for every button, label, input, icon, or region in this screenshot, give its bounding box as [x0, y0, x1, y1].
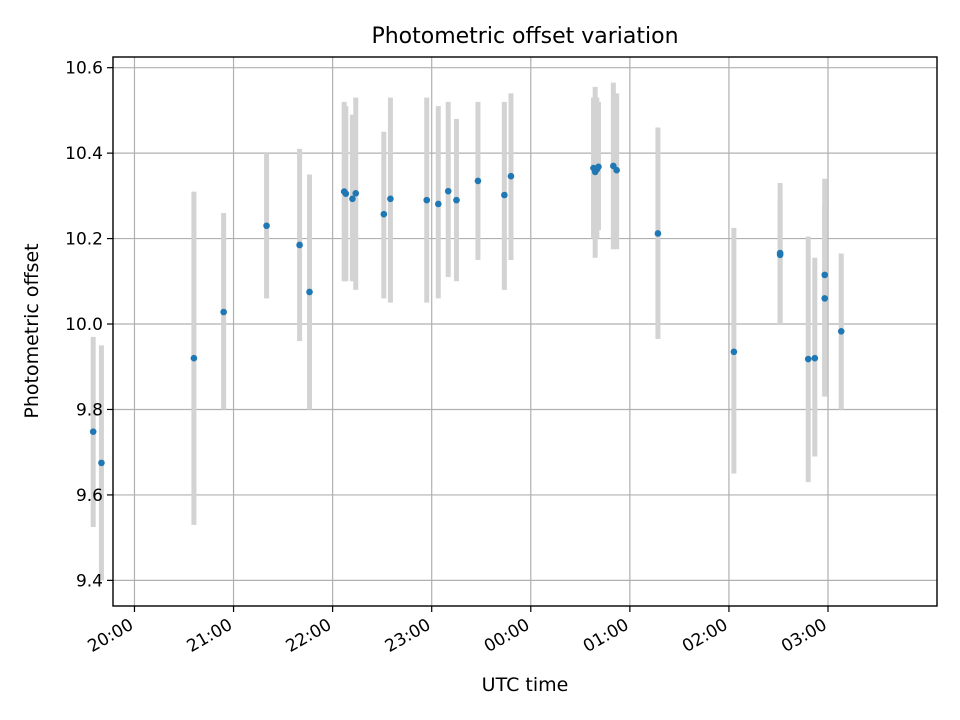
data-point — [380, 210, 388, 218]
data-point — [98, 459, 105, 467]
data-point — [387, 195, 394, 203]
x-tick-label: 00:00 — [481, 615, 533, 657]
data-point — [306, 288, 313, 296]
data-point — [501, 191, 508, 199]
grid-lines — [113, 57, 937, 606]
data-point — [811, 354, 819, 362]
data-point — [474, 177, 482, 185]
data-point — [821, 271, 829, 279]
data-point — [423, 196, 431, 204]
data-point — [349, 195, 356, 203]
data-point — [776, 249, 784, 257]
y-tick-label: 10.4 — [65, 144, 103, 164]
data-point — [613, 166, 620, 174]
y-tick-label: 10.2 — [65, 230, 103, 250]
data-point — [342, 190, 350, 198]
x-tick-label: 01:00 — [580, 615, 632, 657]
data-point — [453, 196, 460, 204]
y-tick-label: 10.0 — [65, 315, 103, 335]
data-point — [220, 308, 227, 316]
data-point — [444, 187, 452, 195]
y-axis-ticks: 9.4 9.6 9.8 10.0 10.2 10.4 10.6 — [65, 59, 113, 591]
y-axis-label: Photometric offset — [21, 243, 43, 418]
x-tick-label: 22:00 — [283, 615, 335, 657]
data-point — [190, 354, 198, 362]
data-point — [352, 189, 360, 197]
data-point — [263, 222, 270, 230]
plot-frame — [112, 56, 938, 607]
x-tick-label: 03:00 — [778, 615, 830, 657]
data-point — [435, 200, 442, 208]
chart-title: Photometric offset variation — [371, 24, 678, 49]
data-point — [296, 241, 303, 249]
x-tick-label: 23:00 — [382, 615, 434, 657]
x-tick-label: 21:00 — [184, 615, 236, 657]
data-point — [654, 230, 662, 237]
data-points — [89, 162, 845, 467]
x-axis-label: UTC time — [482, 674, 569, 696]
y-tick-label: 9.8 — [76, 400, 103, 420]
y-tick-label: 9.6 — [76, 486, 103, 506]
y-tick-label: 9.4 — [76, 571, 103, 591]
x-tick-label: 02:00 — [679, 615, 731, 657]
y-tick-label: 10.6 — [65, 59, 103, 79]
data-point — [595, 163, 602, 171]
x-tick-label: 20:00 — [85, 615, 137, 657]
data-point — [507, 172, 515, 180]
data-point — [730, 348, 738, 356]
data-point — [804, 355, 812, 363]
x-axis-ticks: 20:00 21:00 22:00 23:00 00:00 01:00 02:00 03:00 — [85, 606, 831, 657]
data-point — [821, 295, 829, 302]
data-point — [89, 428, 97, 435]
data-point — [837, 327, 845, 335]
